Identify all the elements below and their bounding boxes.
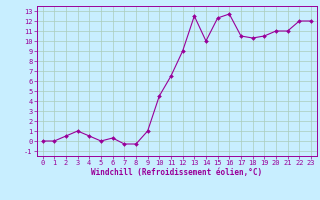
X-axis label: Windchill (Refroidissement éolien,°C): Windchill (Refroidissement éolien,°C)	[91, 168, 262, 177]
